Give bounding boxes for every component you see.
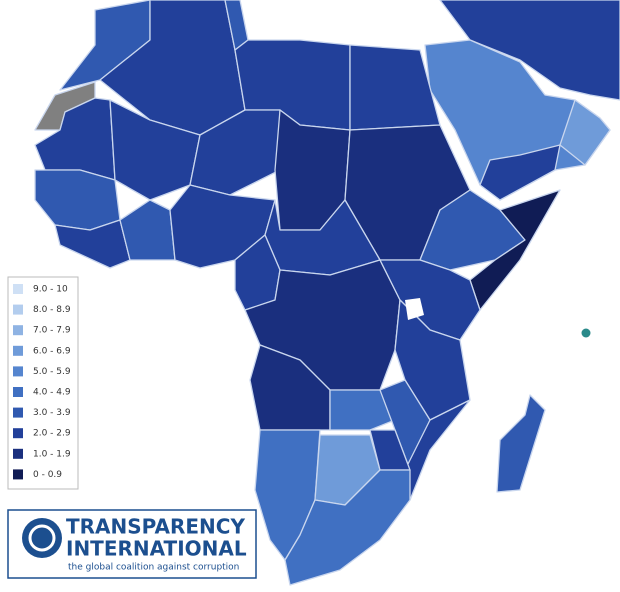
- legend-swatch: [13, 469, 23, 480]
- logo: TRANSPARENCY INTERNATIONAL the global co…: [7, 509, 257, 579]
- country: [404, 399, 471, 501]
- country: [284, 469, 411, 586]
- legend-swatch: [13, 407, 23, 418]
- legend-label: 2.0 - 2.9: [33, 429, 71, 439]
- legend-label: 0 - 0.9: [33, 470, 62, 480]
- legend-label: 4.0 - 4.9: [33, 388, 71, 398]
- logo-tagline: the global coalition against corruption: [68, 563, 239, 573]
- logo-line2: INTERNATIONAL: [66, 537, 247, 561]
- legend-label: 6.0 - 6.9: [33, 346, 71, 356]
- logo-icon-ring: [28, 524, 56, 552]
- legend-label: 7.0 - 7.9: [33, 326, 71, 336]
- lake: [405, 298, 424, 320]
- legend-label: 3.0 - 3.9: [33, 408, 71, 418]
- legend-swatch: [13, 366, 23, 377]
- countries: [34, 0, 620, 586]
- logo-line1: TRANSPARENCY: [66, 515, 245, 539]
- legend-swatch: [13, 325, 23, 336]
- legend-label: 8.0 - 8.9: [33, 305, 71, 315]
- legend-swatch: [13, 304, 23, 315]
- legend-swatch: [13, 448, 23, 459]
- logo-icon: [22, 518, 62, 558]
- legend-swatch: [13, 387, 23, 397]
- country: [559, 99, 611, 166]
- legend-swatch: [13, 345, 23, 356]
- legend-label: 5.0 - 5.9: [33, 367, 71, 377]
- country: [496, 394, 546, 493]
- island: [581, 328, 591, 338]
- legend-label: 9.0 - 10: [33, 285, 68, 295]
- country: [119, 199, 176, 261]
- legend: 9.0 - 10 8.0 - 8.9 7.0 - 7.9 6.0 - 6.9 5.0 -…: [7, 276, 79, 490]
- country: [329, 389, 396, 431]
- legend-swatch: [13, 428, 23, 439]
- country: [34, 169, 121, 231]
- legend-label: 1.0 - 1.9: [33, 449, 71, 459]
- legend-swatch: [13, 284, 23, 294]
